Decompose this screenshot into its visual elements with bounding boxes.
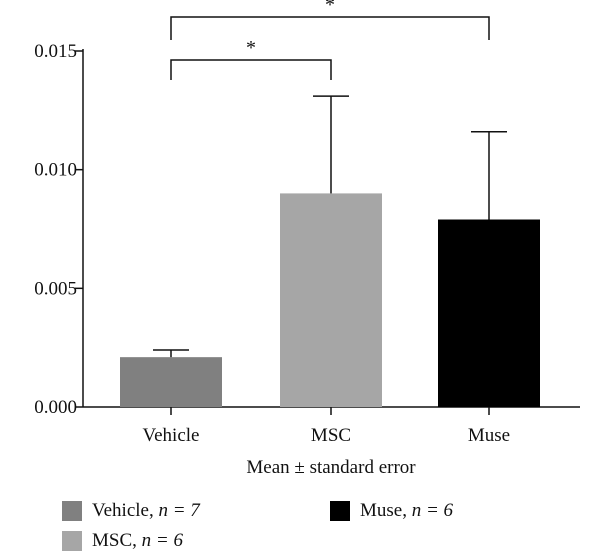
y-tick-label: 0.010 xyxy=(34,160,77,181)
legend-label-msc: MSC, xyxy=(92,530,137,551)
legend-n-muse: n = 6 xyxy=(411,500,454,521)
y-tick-label: 0.000 xyxy=(34,397,77,418)
y-tick-label: 0.015 xyxy=(34,41,77,62)
legend-swatch-muse xyxy=(330,501,350,521)
chart-bars xyxy=(120,193,540,407)
bar-vehicle xyxy=(120,357,222,407)
legend-label-vehicle: Vehicle, xyxy=(92,500,154,521)
legend-swatch-msc xyxy=(62,531,82,551)
significance-label: * xyxy=(325,0,335,16)
legend-n-msc: n = 6 xyxy=(141,530,183,551)
legend-n-vehicle: n = 7 xyxy=(158,500,200,521)
chart-error-bars xyxy=(153,95,507,358)
significance-bracket xyxy=(170,16,490,40)
significance-brackets: ** xyxy=(170,0,490,80)
x-tick-label: Muse xyxy=(468,425,510,446)
legend-label-muse: Muse, xyxy=(360,500,407,521)
legend-item-vehicle: Vehicle, n = 7 xyxy=(62,500,200,522)
bar-msc xyxy=(280,193,382,407)
legend: Vehicle, n = 7 MSC, n = 6 Muse, n = 6 xyxy=(62,496,582,552)
x-tick-label: Vehicle xyxy=(143,425,200,446)
bar-muse xyxy=(438,219,540,407)
significance-label: * xyxy=(246,37,256,59)
legend-item-msc: MSC, n = 6 xyxy=(62,530,183,552)
legend-swatch-vehicle xyxy=(62,501,82,521)
y-tick-label: 0.005 xyxy=(34,278,77,299)
x-axis-label: Mean ± standard error xyxy=(246,457,416,478)
x-tick-label: MSC xyxy=(311,425,351,446)
legend-item-muse: Muse, n = 6 xyxy=(330,500,453,522)
significance-bracket xyxy=(170,59,332,80)
